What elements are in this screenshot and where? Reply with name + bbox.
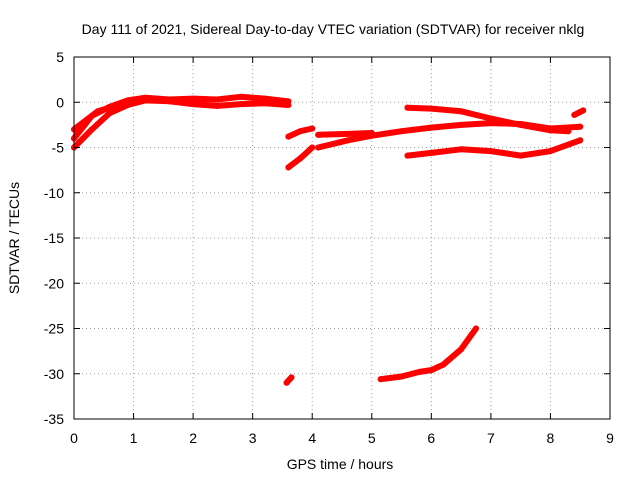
data-point bbox=[285, 101, 292, 108]
data-point bbox=[368, 130, 375, 137]
data-point bbox=[166, 97, 173, 104]
data-point bbox=[297, 155, 304, 162]
x-tick-label: 2 bbox=[189, 430, 197, 446]
data-point bbox=[237, 93, 244, 100]
data-point bbox=[458, 108, 465, 115]
data-point bbox=[473, 325, 479, 332]
data-point bbox=[547, 148, 554, 155]
data-point bbox=[285, 164, 292, 171]
y-tick-label: -20 bbox=[44, 275, 64, 291]
x-tick-label: 6 bbox=[427, 430, 435, 446]
data-point bbox=[285, 133, 292, 140]
chart-title: Day 111 of 2021, Sidereal Day-to-day VTE… bbox=[82, 21, 585, 37]
series-arc-12 bbox=[377, 325, 479, 383]
y-tick-label: 0 bbox=[56, 94, 64, 110]
series-layer bbox=[71, 93, 587, 386]
data-point bbox=[517, 121, 524, 128]
data-point bbox=[315, 144, 322, 151]
data-point bbox=[580, 107, 587, 114]
data-point bbox=[458, 146, 465, 153]
data-point bbox=[377, 376, 384, 383]
data-point bbox=[398, 128, 405, 135]
y-tick-label: -35 bbox=[44, 411, 64, 427]
data-point bbox=[428, 124, 435, 131]
y-tick-label: -25 bbox=[44, 321, 64, 337]
data-point bbox=[283, 379, 290, 386]
data-point bbox=[94, 108, 101, 115]
grid bbox=[74, 57, 610, 419]
data-point bbox=[458, 121, 465, 128]
data-point bbox=[440, 361, 447, 368]
x-tick-label: 4 bbox=[308, 430, 316, 446]
data-point bbox=[344, 137, 351, 144]
x-tick-label: 8 bbox=[547, 430, 555, 446]
data-point bbox=[309, 144, 316, 151]
data-point bbox=[571, 111, 578, 118]
data-point bbox=[237, 101, 244, 108]
data-point bbox=[577, 137, 584, 144]
data-point bbox=[404, 152, 411, 159]
data-point bbox=[344, 130, 351, 137]
data-point bbox=[428, 149, 435, 156]
data-point bbox=[547, 127, 554, 134]
data-point bbox=[190, 95, 197, 102]
data-point bbox=[517, 152, 524, 159]
y-tick-label: -5 bbox=[52, 140, 65, 156]
x-tick-label: 0 bbox=[70, 430, 78, 446]
data-point bbox=[106, 110, 113, 117]
y-tick-label: -30 bbox=[44, 366, 64, 382]
y-tick-label: 5 bbox=[56, 49, 64, 65]
y-tick-label: -10 bbox=[44, 185, 64, 201]
ticks: 0 1 2 3 4 5 6 7 8 9 5 0 -5 -10 -15 -20 -25 -30 -35 bbox=[44, 49, 614, 446]
data-point bbox=[261, 100, 268, 107]
x-tick-label: 3 bbox=[249, 430, 257, 446]
data-point bbox=[118, 101, 125, 108]
data-point bbox=[404, 104, 411, 111]
data-point bbox=[213, 102, 220, 109]
data-point bbox=[315, 131, 322, 138]
data-point bbox=[309, 125, 316, 132]
data-point bbox=[288, 374, 295, 381]
data-point bbox=[416, 368, 423, 375]
x-tick-label: 9 bbox=[606, 430, 614, 446]
x-tick-label: 5 bbox=[368, 430, 376, 446]
x-tick-label: 1 bbox=[130, 430, 138, 446]
data-point bbox=[190, 101, 197, 108]
data-point bbox=[577, 123, 584, 130]
data-point bbox=[428, 367, 435, 374]
data-point bbox=[297, 128, 304, 135]
x-tick-label: 7 bbox=[487, 430, 495, 446]
data-point bbox=[398, 373, 405, 380]
data-point bbox=[142, 96, 149, 103]
data-point bbox=[458, 346, 465, 353]
y-tick-label: -15 bbox=[44, 230, 64, 246]
x-axis-label: GPS time / hours bbox=[287, 456, 394, 472]
data-point bbox=[88, 126, 95, 133]
data-point bbox=[261, 95, 268, 102]
data-point bbox=[487, 148, 494, 155]
data-point bbox=[487, 115, 494, 122]
data-point bbox=[565, 128, 572, 135]
data-point bbox=[428, 105, 435, 112]
data-point bbox=[213, 96, 220, 103]
y-axis-label: SDTVAR / TECUs bbox=[6, 182, 22, 294]
